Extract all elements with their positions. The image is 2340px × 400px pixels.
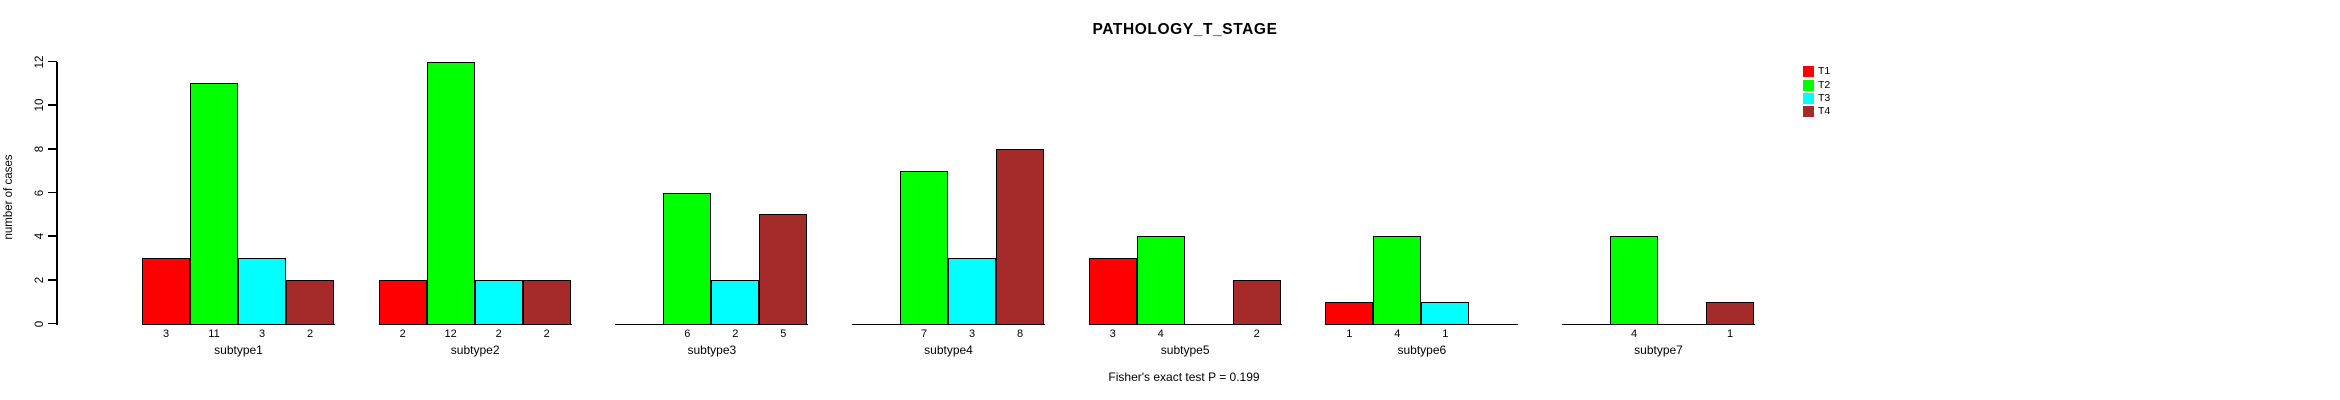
bar-value-label: 1 (1442, 328, 1449, 340)
bar-t4-subtype1 (286, 279, 334, 325)
bar-value-label: 6 (684, 328, 691, 340)
category-label: subtype2 (450, 343, 500, 357)
bar-t3-subtype6 (1421, 301, 1470, 325)
y-tick-mark (48, 235, 57, 237)
bar-value-label: 4 (1157, 328, 1164, 340)
category-label: subtype3 (687, 343, 737, 357)
bar-value-label: 12 (444, 328, 457, 340)
y-tick-mark (48, 60, 57, 63)
y-tick-mark (48, 104, 57, 106)
y-tick-mark (48, 279, 57, 281)
category-label: subtype5 (1160, 343, 1210, 357)
fisher-test-annotation: Fisher's exact test P = 0.199 (1108, 370, 1260, 384)
legend-swatch-t3 (1803, 92, 1814, 104)
bar-value-label: 4 (1394, 328, 1401, 340)
bar-t4-subtype2 (522, 279, 571, 325)
bar-value-label: 1 (1726, 328, 1734, 340)
legend-label: T4 (1818, 105, 1831, 118)
bar-t1-subtype5 (1088, 258, 1137, 325)
bar-t2-subtype3 (663, 192, 712, 325)
legend-swatch-t2 (1803, 79, 1814, 91)
bar-t3-subtype2 (474, 279, 523, 325)
bar-value-label: 2 (495, 328, 502, 340)
legend-label: T3 (1818, 91, 1831, 104)
bar-value-label: 3 (968, 328, 976, 340)
bar-t1-subtype6 (1325, 301, 1374, 325)
legend-item-t1: T1 (1803, 65, 1830, 78)
bar-value-label: 2 (399, 328, 406, 340)
group-baseline (1562, 323, 1755, 325)
chart-title: PATHOLOGY_T_STAGE (1092, 21, 1278, 38)
bar-value-label: 5 (780, 328, 787, 340)
y-tick-mark (48, 191, 57, 194)
bar-t4-subtype3 (759, 214, 808, 325)
bar-t3-subtype4 (948, 258, 996, 325)
y-tick-label: 6 (34, 189, 46, 196)
y-tick-mark (48, 322, 57, 325)
bar-t4-subtype5 (1232, 279, 1281, 325)
bar-value-label: 1 (1346, 328, 1353, 340)
legend-swatch-t1 (1803, 66, 1814, 78)
legend-label: T1 (1818, 65, 1831, 78)
category-label: subtype1 (214, 343, 263, 357)
category-label: subtype6 (1397, 343, 1447, 357)
legend-item-t2: T2 (1803, 78, 1830, 91)
bar-value-label: 2 (306, 328, 314, 340)
legend-swatch-t4 (1803, 106, 1814, 118)
bar-value-label: 3 (1109, 328, 1116, 340)
bar-value-label: 8 (1016, 328, 1024, 340)
legend-item-t4: T4 (1803, 105, 1830, 118)
bar-t2-subtype1 (190, 83, 238, 325)
group-baseline (1088, 323, 1282, 325)
bar-t2-subtype7 (1610, 236, 1658, 325)
bar-value-label: 11 (208, 328, 220, 340)
bar-value-label: 3 (162, 328, 170, 340)
y-tick-label: 8 (34, 145, 46, 153)
legend: T1 T2 T3 T4 (1803, 65, 1830, 119)
bar-t3-subtype3 (711, 279, 760, 325)
bar-t2-subtype6 (1373, 236, 1422, 325)
legend-label: T2 (1818, 78, 1831, 91)
y-tick-mark (48, 148, 57, 150)
y-tick-label: 2 (34, 276, 46, 284)
bar-t1-subtype1 (142, 258, 190, 325)
legend-item-t3: T3 (1803, 92, 1830, 105)
bar-t4-subtype4 (996, 148, 1044, 325)
bar-t1-subtype2 (378, 279, 427, 325)
bar-value-label: 2 (1253, 328, 1260, 340)
bar-t2-subtype4 (900, 170, 948, 325)
bar-t2-subtype5 (1136, 236, 1185, 325)
category-label: subtype4 (924, 343, 973, 357)
bar-t2-subtype2 (426, 61, 475, 325)
y-tick-label: 10 (34, 98, 46, 112)
bar-value-label: 4 (1630, 328, 1638, 340)
bar-value-label: 7 (920, 328, 928, 340)
bar-t3-subtype1 (238, 258, 286, 325)
bar-value-label: 2 (732, 328, 739, 340)
bar-t4-subtype7 (1706, 301, 1754, 325)
bar-value-label: 3 (258, 328, 266, 340)
y-tick-label: 0 (34, 320, 46, 327)
bar-value-label: 2 (543, 328, 550, 340)
y-tick-label: 4 (34, 232, 46, 240)
y-tick-label: 12 (34, 55, 46, 68)
category-label: subtype7 (1634, 343, 1683, 357)
y-axis-label: number of cases (3, 154, 15, 240)
